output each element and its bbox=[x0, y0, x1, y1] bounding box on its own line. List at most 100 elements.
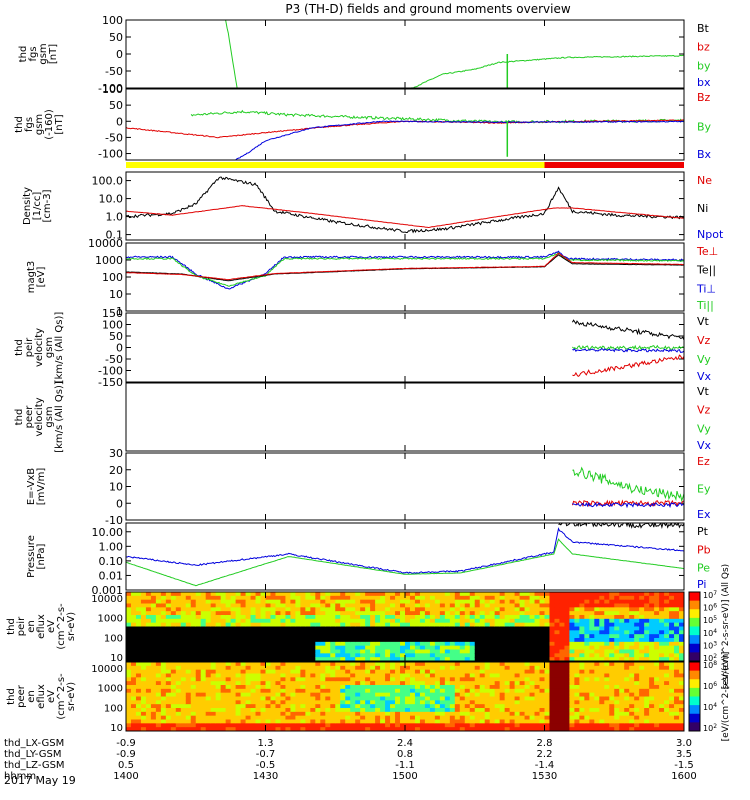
series-Vt-line bbox=[571, 319, 684, 341]
y-tick-label: 10000 bbox=[88, 237, 123, 250]
legend-entry: bx bbox=[697, 76, 711, 89]
colorbar-label: [eV/(cm^2-s-sr-eV)] (All Qs) bbox=[721, 564, 731, 689]
legend-entry: Ni bbox=[697, 202, 708, 215]
legend-entry: Bt bbox=[697, 22, 710, 35]
series-Ey-line bbox=[572, 466, 684, 503]
series-Te-line bbox=[126, 252, 684, 281]
svg-text:eV: eV bbox=[46, 690, 57, 703]
svg-text:gsm: gsm bbox=[34, 114, 45, 135]
y-tick-label: -50 bbox=[105, 353, 123, 366]
ephemeris-value: -1.1 bbox=[395, 760, 415, 771]
ephemeris-value: 1400 bbox=[113, 771, 138, 782]
legend-entry: Vx bbox=[697, 439, 712, 452]
ephemeris-value: 2.2 bbox=[537, 749, 553, 760]
svg-text:[nT]: [nT] bbox=[48, 44, 59, 64]
ephemeris-value: 1600 bbox=[671, 771, 696, 782]
legend-entry: Ey bbox=[697, 483, 711, 496]
legend-pressure: Pt Pb Pe Pi bbox=[697, 525, 711, 591]
y-tick-label: -100 bbox=[98, 148, 123, 161]
ephemeris-value: 3.5 bbox=[676, 749, 692, 760]
ephemeris-value: 1530 bbox=[532, 771, 557, 782]
ephemeris-value: 0.5 bbox=[118, 760, 134, 771]
ephemeris-value: -0.9 bbox=[116, 738, 136, 749]
panel-frame bbox=[125, 19, 685, 89]
colorbar-tick: 106 bbox=[703, 681, 717, 691]
legend-efield: Ez Ey Ex bbox=[697, 455, 711, 521]
legend-peer-velocity: Vt Vz Vy Vx bbox=[697, 385, 712, 452]
series-Te-line bbox=[126, 254, 684, 282]
svg-text:thd: thd bbox=[14, 116, 25, 133]
series-Bx-line bbox=[235, 120, 684, 160]
y-axis-label: Density [1/cc] [cm-3] bbox=[22, 187, 53, 225]
colorbar-tick: 107 bbox=[703, 590, 717, 600]
svg-text:velocity: velocity bbox=[34, 328, 45, 367]
panel-frame bbox=[125, 382, 685, 452]
panel-fgs-gsm: 100 50 0 -50 -100 thd fgs gsm [nT] Bt bz by bx bbox=[18, 14, 711, 95]
y-tick-label: 1.00 bbox=[99, 540, 124, 553]
legend-density: Ne Ni Npot bbox=[697, 174, 724, 241]
svg-text:(-160): (-160) bbox=[44, 109, 55, 140]
legend-entry: Vt bbox=[697, 315, 710, 328]
svg-text:eflux: eflux bbox=[36, 614, 47, 639]
legend-entry: Bz bbox=[697, 91, 711, 104]
mode-bar bbox=[126, 162, 684, 168]
series-Ni-line bbox=[126, 176, 684, 234]
y-tick-label: 0 bbox=[116, 497, 123, 510]
legend-entry: Vy bbox=[697, 353, 711, 366]
colorbar-tick: 108 bbox=[703, 660, 717, 670]
ephemeris-value: 2.4 bbox=[397, 738, 413, 749]
y-tick-label: 100 bbox=[102, 83, 123, 96]
panel-frame bbox=[125, 522, 685, 591]
svg-text:[km/s (All Qs)]: [km/s (All Qs)] bbox=[54, 381, 65, 453]
y-axis-label: magt3 [eV] bbox=[26, 261, 47, 294]
legend-entry: By bbox=[697, 121, 712, 134]
panel-density: 100.0 10.0 1.0 0.1 Density [1/cc] [cm-3] Ne Ni Np… bbox=[22, 171, 724, 242]
legend-entry: Ez bbox=[697, 455, 710, 468]
svg-text:peir: peir bbox=[16, 616, 27, 636]
y-tick-label: 10000 bbox=[91, 664, 123, 675]
svg-text:[km/s (All Qs)]: [km/s (All Qs)] bbox=[54, 312, 65, 384]
y-tick-label: 1000 bbox=[95, 254, 123, 267]
svg-text:thd: thd bbox=[18, 46, 29, 63]
ephemeris-value: -0.9 bbox=[116, 749, 136, 760]
svg-text:thd: thd bbox=[6, 618, 17, 635]
y-tick-label: 100 bbox=[102, 271, 123, 284]
svg-text:(cm^2-s-: (cm^2-s- bbox=[56, 603, 67, 650]
y-tick-label: 100.0 bbox=[92, 175, 124, 188]
y-tick-label: 50 bbox=[109, 99, 123, 112]
y-tick-label: -50 bbox=[105, 65, 123, 78]
y-axis-label: thd peir en eflux eV (cm^2-s-sr-eV) bbox=[6, 603, 77, 650]
colorbar-tick: 104 bbox=[703, 702, 717, 712]
y-tick-label: 0.1 bbox=[106, 229, 124, 242]
svg-text:gsm: gsm bbox=[44, 406, 55, 427]
svg-text:[eV]: [eV] bbox=[36, 267, 47, 288]
y-tick-label: 0 bbox=[116, 342, 123, 355]
ephemeris-value: -0.5 bbox=[256, 760, 276, 771]
svg-text:(cm^2-s-: (cm^2-s- bbox=[56, 673, 67, 720]
panel-frame bbox=[125, 171, 685, 241]
y-axis-label: E=-VxB [mV/m] bbox=[26, 468, 47, 506]
y-tick-label: -150 bbox=[98, 376, 123, 389]
spectrogram-peer-spectrogram bbox=[126, 662, 684, 731]
y-tick-label: 10000 bbox=[91, 594, 123, 605]
panel-peer-velocity: thd peer velocity gsm [km/s (All Qs)] VtVzVyV… bbox=[14, 381, 712, 453]
ephemeris-label: thd_LY-GSM bbox=[4, 749, 61, 760]
legend-entry: Pi bbox=[697, 578, 706, 591]
svg-text:en: en bbox=[26, 620, 37, 633]
svg-text:[nT]: [nT] bbox=[54, 114, 65, 134]
ephemeris-table: thd_LX-GSM -0.9 1.3 2.4 2.8 3.0 thd_LY-GSM -0.9… bbox=[4, 738, 697, 782]
ephemeris-value: 3.0 bbox=[676, 738, 692, 749]
y-tick-label: 1000 bbox=[98, 614, 123, 625]
y-tick-label: 10 bbox=[110, 653, 123, 664]
colorbar-tick: 102 bbox=[703, 653, 717, 663]
svg-text:Density: Density bbox=[22, 187, 33, 225]
y-tick-label: 10 bbox=[109, 481, 123, 494]
svg-text:thd: thd bbox=[14, 339, 25, 356]
y-tick-label: 100 bbox=[102, 319, 123, 332]
svg-text:fgs: fgs bbox=[28, 46, 39, 61]
y-tick-label: 20 bbox=[109, 464, 123, 477]
svg-text:E=-VxB: E=-VxB bbox=[26, 468, 37, 505]
legend-entry: Ti|| bbox=[696, 299, 714, 312]
